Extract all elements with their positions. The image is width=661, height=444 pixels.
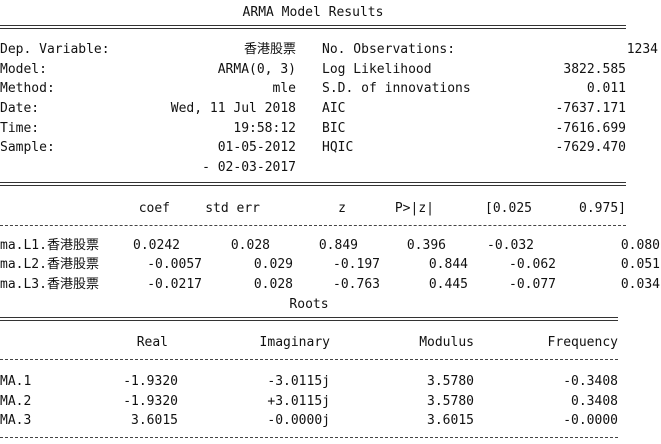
table-title: ARMA Model Results xyxy=(242,5,384,20)
summary-value: 0.011 xyxy=(586,81,626,96)
double-rule xyxy=(0,25,626,29)
summary-label: Model: xyxy=(0,62,47,77)
roots-title: Roots xyxy=(289,297,329,312)
table-cell: 0.028 xyxy=(230,238,270,253)
table-cell: -1.9320 xyxy=(123,394,178,409)
table-cell: -0.077 xyxy=(509,277,556,292)
table-cell: +3.0115j xyxy=(267,394,330,409)
coef-header-cell: 0.975] xyxy=(579,201,626,216)
summary-value: -7629.470 xyxy=(555,140,626,155)
coef-header-cell: P>|z| xyxy=(394,201,434,216)
row-name: ma.L1.香港股票 xyxy=(0,238,99,253)
summary-label: Method: xyxy=(0,81,55,96)
table-cell: 0.445 xyxy=(428,277,468,292)
table-cell: -3.0115j xyxy=(267,374,330,389)
roots-header-cell: Modulus xyxy=(419,335,474,350)
summary-label: AIC xyxy=(322,101,346,116)
single-rule xyxy=(0,225,626,226)
summary-label: Sample: xyxy=(0,140,55,155)
row-name: ma.L3.香港股票 xyxy=(0,277,99,292)
row-name: MA.1 xyxy=(0,374,32,389)
table-cell: -0.032 xyxy=(487,238,534,253)
single-rule xyxy=(0,437,618,438)
row-name: ma.L2.香港股票 xyxy=(0,257,99,272)
table-cell: -0.763 xyxy=(333,277,380,292)
summary-value: -7637.171 xyxy=(555,101,626,116)
summary-label: No. Observations: xyxy=(322,42,456,57)
summary-value: 1234 xyxy=(626,42,658,57)
summary-label: Dep. Variable: xyxy=(0,42,110,57)
coef-header-cell: coef xyxy=(138,201,170,216)
table-cell: 0.080 xyxy=(620,238,660,253)
table-cell: 0.051 xyxy=(620,257,660,272)
summary-value: 3822.585 xyxy=(563,62,626,77)
table-cell: 0.034 xyxy=(620,277,660,292)
table-cell: 3.6015 xyxy=(131,413,178,428)
summary-value: -7616.699 xyxy=(555,121,626,136)
coef-header-cell: z xyxy=(338,201,346,216)
table-cell: 0.849 xyxy=(318,238,358,253)
table-cell: -0.0057 xyxy=(147,257,202,272)
row-name: MA.3 xyxy=(0,413,32,428)
summary-value: 香港股票 xyxy=(243,42,296,57)
summary-value: mle xyxy=(272,81,296,96)
table-cell: -0.197 xyxy=(333,257,380,272)
table-cell: 3.6015 xyxy=(427,413,474,428)
coef-header-cell: [0.025 xyxy=(485,201,532,216)
roots-header-cell: Imaginary xyxy=(259,335,330,350)
table-cell: 0.396 xyxy=(406,238,446,253)
summary-value: 19:58:12 xyxy=(233,121,296,136)
roots-header-cell: Real xyxy=(136,335,168,350)
summary-value: ARMA(0, 3) xyxy=(217,62,296,77)
double-rule xyxy=(0,182,626,186)
roots-header-cell: Frequency xyxy=(547,335,618,350)
table-cell: 0.3408 xyxy=(571,394,618,409)
summary-label: Log Likelihood xyxy=(322,62,432,77)
table-cell: 0.844 xyxy=(428,257,468,272)
table-cell: -1.9320 xyxy=(123,374,178,389)
row-name: MA.2 xyxy=(0,394,32,409)
double-rule xyxy=(0,317,618,321)
table-cell: -0.0217 xyxy=(147,277,202,292)
table-cell: -0.0000j xyxy=(267,413,330,428)
sample-end: - 02-03-2017 xyxy=(202,160,296,175)
summary-label: S.D. of innovations xyxy=(322,81,471,96)
table-cell: -0.0000 xyxy=(563,413,618,428)
summary-value: Wed, 11 Jul 2018 xyxy=(170,101,296,116)
coef-header-cell: std err xyxy=(205,201,260,216)
table-cell: 0.029 xyxy=(253,257,293,272)
summary-label: HQIC xyxy=(322,140,354,155)
summary-label: Date: xyxy=(0,101,40,116)
summary-label: Time: xyxy=(0,121,40,136)
table-cell: -0.062 xyxy=(509,257,556,272)
table-cell: 0.028 xyxy=(253,277,293,292)
table-cell: 3.5780 xyxy=(427,374,474,389)
table-cell: -0.3408 xyxy=(563,374,618,389)
table-cell: 0.0242 xyxy=(133,238,180,253)
summary-label: BIC xyxy=(322,121,346,136)
summary-value: 01-05-2012 xyxy=(217,140,296,155)
single-rule xyxy=(0,359,618,360)
table-cell: 3.5780 xyxy=(427,394,474,409)
